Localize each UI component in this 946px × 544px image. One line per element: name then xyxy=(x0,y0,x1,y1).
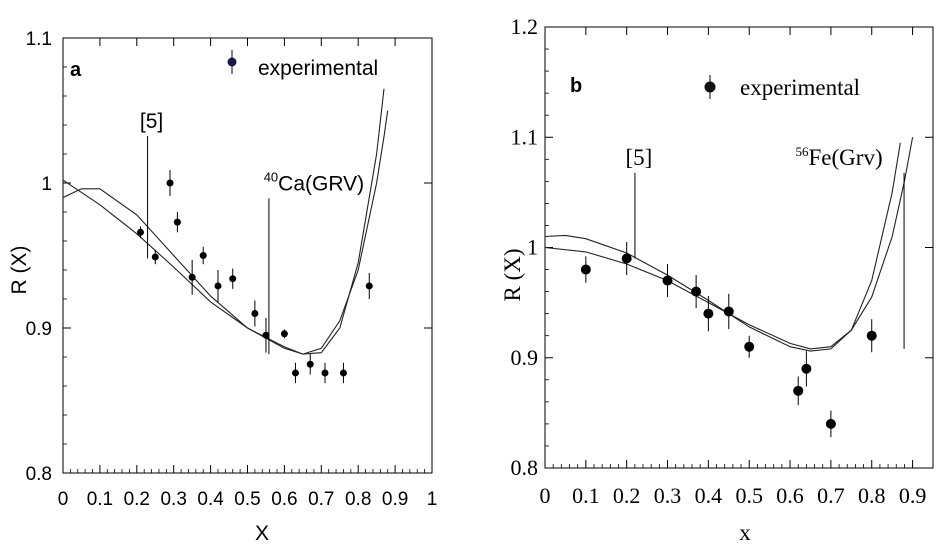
x-tick-label: 0.9 xyxy=(382,489,408,510)
model-curve-2 xyxy=(62,88,385,355)
data-point xyxy=(280,330,288,338)
data-point xyxy=(580,264,591,275)
annotation-text: Fe(Grv) xyxy=(809,145,883,170)
data-point xyxy=(662,275,673,286)
y-tick-label: 1.1 xyxy=(26,29,52,50)
x-tick-label: 0.4 xyxy=(695,483,723,508)
y-axis-label: R (X) xyxy=(8,246,31,295)
legend-label: experimental xyxy=(258,57,378,80)
model-curve-2 xyxy=(544,137,914,350)
data-point xyxy=(151,253,159,261)
data-point xyxy=(866,330,877,341)
y-tick-label: 1 xyxy=(527,235,538,260)
legend-marker xyxy=(704,81,716,93)
chart-panel-b: 0 0.1 0.2 0.3 0.4 0.5 0.6 0.7 0.8 0.9 0.8 0.9 1 1.1 1.… xyxy=(500,14,934,544)
y-tick-label: 0.8 xyxy=(26,464,52,485)
model-curve-1 xyxy=(62,110,389,355)
x-tick-label: 0.8 xyxy=(345,489,371,510)
annotation-label: 40Ca(GRV) xyxy=(264,169,364,195)
x-tick-label: 0.6 xyxy=(271,489,297,510)
model-curve-1 xyxy=(544,142,901,352)
panel-label: a xyxy=(70,59,82,81)
data-point xyxy=(339,369,347,377)
data-point xyxy=(199,252,207,259)
x-tick-label: 1 xyxy=(427,489,438,510)
data-point xyxy=(621,253,632,264)
annotation-superscript: 40 xyxy=(264,169,278,184)
data-point xyxy=(188,273,196,281)
data-point xyxy=(365,282,373,290)
x-tick-label: 0.1 xyxy=(572,483,600,508)
y-tick-label: 1.2 xyxy=(511,14,539,39)
annotation-label: [5] xyxy=(626,145,653,170)
data-point xyxy=(262,331,270,339)
y-axis-label: R (X) xyxy=(500,248,525,301)
x-tick-label: 0.1 xyxy=(87,489,113,510)
data-point xyxy=(793,385,804,396)
data-point xyxy=(306,360,314,368)
data-point xyxy=(825,418,836,429)
legend-marker xyxy=(227,57,237,67)
data-point xyxy=(321,369,329,377)
data-point xyxy=(136,228,144,236)
x-tick-label: 0.2 xyxy=(613,483,641,508)
data-point xyxy=(229,275,237,283)
data-point xyxy=(744,341,755,352)
x-tick-label: 0.3 xyxy=(160,489,186,510)
data-point xyxy=(251,310,259,317)
data-point xyxy=(723,306,734,317)
data-point xyxy=(173,218,181,226)
y-tick-label: 0.9 xyxy=(26,319,52,340)
plot-frame xyxy=(62,37,433,474)
data-point xyxy=(703,308,714,319)
annotation-text: Ca(GRV) xyxy=(278,172,364,195)
x-tick-label: 0.4 xyxy=(197,489,224,510)
annotation-superscript: 56 xyxy=(796,144,810,159)
y-tick-label: 0.8 xyxy=(511,455,539,480)
annotation-label: [5] xyxy=(140,110,163,133)
x-tick-label: 0 xyxy=(58,489,69,510)
data-point xyxy=(691,286,702,297)
annotation-label: 56Fe(Grv) xyxy=(796,144,883,170)
data-point xyxy=(214,282,222,290)
x-axis-label: x xyxy=(739,520,751,544)
chart-panel-a: 0 0.1 0.2 0.3 0.4 0.5 0.6 0.7 0.8 0.9 1 0.8 0.9 1 1.1 X… xyxy=(8,29,437,544)
plot-frame xyxy=(544,26,934,469)
legend-label: experimental xyxy=(740,75,860,100)
x-tick-label: 0.2 xyxy=(124,489,150,510)
x-tick-label: 0.5 xyxy=(234,489,260,510)
x-tick-label: 0.6 xyxy=(776,483,804,508)
y-tick-label: 1.1 xyxy=(511,124,539,149)
x-tick-label: 0.7 xyxy=(817,483,845,508)
x-tick-label: 0.5 xyxy=(735,483,763,508)
x-tick-label: 0 xyxy=(540,483,551,508)
data-point xyxy=(801,363,812,374)
data-point xyxy=(291,369,299,377)
x-tick-label: 0.3 xyxy=(654,483,682,508)
y-tick-label: 0.9 xyxy=(511,345,539,370)
x-axis-label: X xyxy=(255,522,269,544)
x-tick-label: 0.7 xyxy=(308,489,334,510)
data-point xyxy=(166,179,174,187)
x-tick-label: 0.8 xyxy=(858,483,886,508)
panel-label: b xyxy=(570,75,582,97)
x-tick-label: 0.9 xyxy=(899,483,927,508)
y-tick-label: 1 xyxy=(41,174,52,195)
